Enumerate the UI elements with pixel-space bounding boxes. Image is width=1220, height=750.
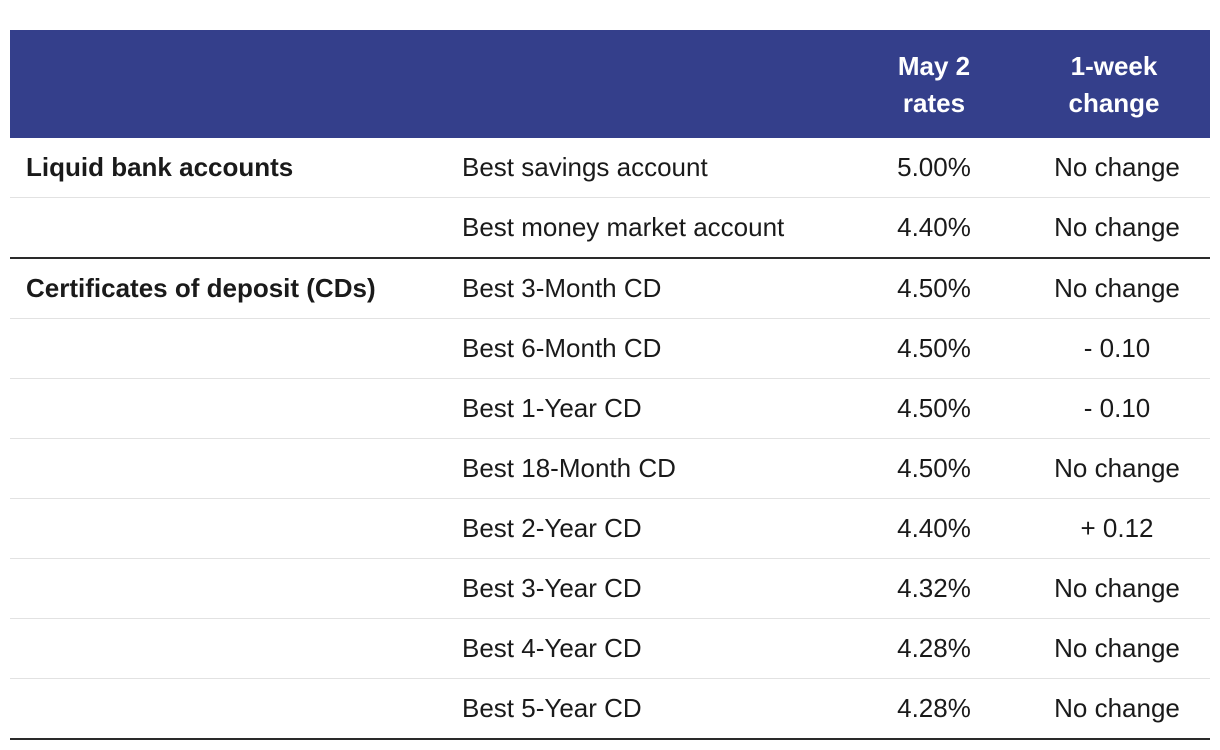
rate-value: 4.28% — [850, 678, 1018, 740]
header-rates: May 2 rates — [850, 30, 1018, 138]
savings-rates-table: May 2 rates 1-week change Liquid bank ac… — [10, 30, 1210, 740]
rate-value: 4.50% — [850, 258, 1018, 319]
table-row: Best 3-Year CD 4.32% No change — [10, 558, 1210, 619]
product-name: Best 1-Year CD — [446, 378, 850, 439]
rate-value: 4.50% — [850, 438, 1018, 499]
table-row: Best 5-Year CD 4.28% No change — [10, 678, 1210, 740]
product-name: Best 18-Month CD — [446, 438, 850, 499]
header-change-line2: change — [1068, 88, 1160, 118]
change-value: - 0.10 — [1018, 318, 1210, 379]
rate-value: 5.00% — [850, 138, 1018, 198]
header-change-line1: 1-week — [1070, 51, 1158, 81]
group-label — [10, 618, 446, 679]
change-value: No change — [1018, 438, 1210, 499]
rate-value: 4.28% — [850, 618, 1018, 679]
table-row: Best 4-Year CD 4.28% No change — [10, 618, 1210, 679]
product-name: Best 4-Year CD — [446, 618, 850, 679]
group-label: Liquid bank accounts — [10, 138, 446, 198]
rate-value: 4.50% — [850, 318, 1018, 379]
rate-value: 4.40% — [850, 498, 1018, 559]
group-label — [10, 438, 446, 499]
table-row: Best 1-Year CD 4.50% - 0.10 — [10, 378, 1210, 439]
product-name: Best 6-Month CD — [446, 318, 850, 379]
change-value: - 0.10 — [1018, 378, 1210, 439]
product-name: Best money market account — [446, 197, 850, 259]
group-label — [10, 318, 446, 379]
group-label — [10, 558, 446, 619]
table-row: Best 2-Year CD 4.40% + 0.12 — [10, 498, 1210, 559]
product-name: Best 3-Month CD — [446, 258, 850, 319]
change-value: No change — [1018, 618, 1210, 679]
header-rates-line1: May 2 — [897, 51, 971, 81]
table-row: Best money market account 4.40% No chang… — [10, 197, 1210, 259]
table-row: Best 6-Month CD 4.50% - 0.10 — [10, 318, 1210, 379]
group-label — [10, 378, 446, 439]
change-value: No change — [1018, 258, 1210, 319]
rate-value: 4.40% — [850, 197, 1018, 259]
table-row: Best 18-Month CD 4.50% No change — [10, 438, 1210, 499]
table-row: Liquid bank accounts Best savings accoun… — [10, 138, 1210, 198]
group-label — [10, 678, 446, 740]
change-value: + 0.12 — [1018, 498, 1210, 559]
table-header-row: May 2 rates 1-week change — [10, 30, 1210, 138]
group-label — [10, 197, 446, 259]
product-name: Best 5-Year CD — [446, 678, 850, 740]
header-product — [446, 30, 850, 138]
group-label — [10, 498, 446, 559]
change-value: No change — [1018, 197, 1210, 259]
change-value: No change — [1018, 678, 1210, 740]
header-rates-line2: rates — [902, 88, 966, 118]
header-group — [10, 30, 446, 138]
header-change: 1-week change — [1018, 30, 1210, 138]
rate-value: 4.50% — [850, 378, 1018, 439]
rate-value: 4.32% — [850, 558, 1018, 619]
group-label: Certificates of deposit (CDs) — [10, 258, 446, 319]
change-value: No change — [1018, 558, 1210, 619]
table-row: Certificates of deposit (CDs) Best 3-Mon… — [10, 258, 1210, 319]
product-name: Best 3-Year CD — [446, 558, 850, 619]
product-name: Best savings account — [446, 138, 850, 198]
change-value: No change — [1018, 138, 1210, 198]
product-name: Best 2-Year CD — [446, 498, 850, 559]
